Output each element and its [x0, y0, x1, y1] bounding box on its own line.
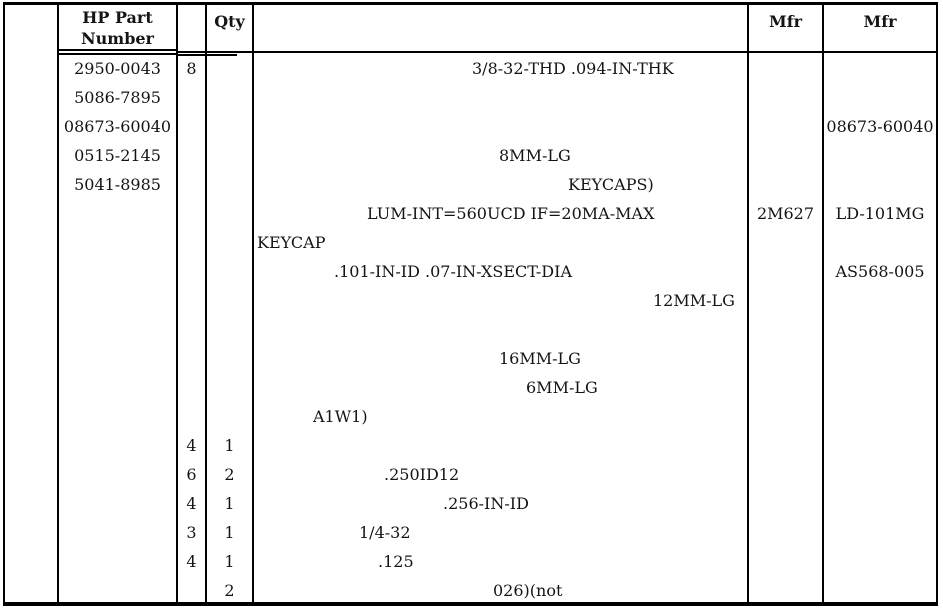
description-cell: KEYCAP [257, 233, 326, 252]
mfr-part-cell: 08673-60040 [826, 117, 934, 136]
table-row: 4 1 .125 [0, 547, 943, 576]
check-digit-cell: 8 [186, 59, 197, 78]
description-cell: 026)(not [493, 581, 563, 600]
table-border-left [3, 2, 5, 606]
qty-cell: 1 [224, 436, 235, 455]
mfr-part-cell: LD-101MG [835, 204, 925, 223]
qty-cell: 1 [224, 523, 235, 542]
qty-cell: 2 [224, 581, 235, 600]
mfr-part-cell: AS568-005 [835, 262, 925, 281]
table-row: 3 1 1/4-32 [0, 518, 943, 547]
check-digit-cell: 4 [186, 494, 197, 513]
mfr-cell: 2M627 [756, 204, 815, 223]
description-cell: 6MM-LG [526, 378, 598, 397]
table-row: AS568-005 .101-IN-ID .07-IN-XSECT-DIA [0, 257, 943, 286]
hp-part-number-cell: 5041-8985 [74, 175, 161, 194]
check-digit-cell: 6 [186, 465, 197, 484]
table-row: 6MM-LG [0, 373, 943, 402]
header-mfr2: Mfr [863, 12, 897, 31]
header-mfr: Mfr [768, 12, 803, 31]
table-border-right [936, 2, 938, 606]
table-row: 08673-60040 08673-60040 [0, 112, 943, 141]
qty-cell: 2 [224, 465, 235, 484]
hp-part-number-cell: 5086-7895 [74, 88, 161, 107]
description-cell: LUM-INT=560UCD IF=20MA-MAX [367, 204, 655, 223]
hp-part-number-cell: 08673-60040 [63, 117, 172, 136]
description-cell: 8MM-LG [499, 146, 571, 165]
header-hp-part-line1: HP Part [82, 8, 153, 27]
description-cell: 1/4-32 [359, 523, 411, 542]
description-cell: 3/8-32-THD .094-IN-THK [472, 59, 674, 78]
header-qty: Qty [214, 12, 245, 31]
table-row: A1W1) [0, 402, 943, 431]
table-row: 5086-7895 [0, 83, 943, 112]
description-cell: 16MM-LG [499, 349, 581, 368]
header-underline-hp-1 [57, 49, 176, 51]
qty-cell: 1 [224, 552, 235, 571]
table-row: KEYCAP [0, 228, 943, 257]
header-hp-part-line2: Number [81, 29, 154, 48]
check-digit-cell: 4 [186, 552, 197, 571]
table-rule-col-mfr2 [822, 2, 824, 606]
table-row: 6 2 .250ID12 [0, 460, 943, 489]
table-row: 12MM-LG [0, 286, 943, 315]
description-cell: KEYCAPS) [568, 175, 654, 194]
table-rule-col-cd [176, 2, 178, 606]
description-cell: A1W1) [313, 407, 368, 426]
table-row: 5041-8985 KEYCAPS) [0, 170, 943, 199]
qty-cell: 1 [224, 494, 235, 513]
table-rule-col-qty [205, 2, 207, 606]
check-digit-cell: 4 [186, 436, 197, 455]
table-rule-col-desc [252, 2, 254, 606]
table-rule-col-hp [57, 2, 59, 606]
header-underline-hp-2 [57, 53, 176, 55]
table-row: 0515-2145 8MM-LG [0, 141, 943, 170]
header-hp-part-number: HP Part Number [59, 7, 176, 49]
check-digit-cell: 3 [186, 523, 197, 542]
hp-part-number-cell: 2950-0043 [74, 59, 161, 78]
table-row: 2 026)(not [0, 576, 943, 605]
table-rule-col-mfr [747, 2, 749, 606]
table-row: 2950-0043 8 3/8-32-THD .094-IN-THK [0, 54, 943, 83]
hp-part-number-cell: 0515-2145 [74, 146, 161, 165]
header-separator [176, 51, 936, 53]
table-border-top [3, 2, 938, 5]
header-underline-cd [178, 54, 237, 56]
table-border-bottom [3, 602, 938, 606]
description-cell: .101-IN-ID .07-IN-XSECT-DIA [334, 262, 572, 281]
description-cell: 12MM-LG [653, 291, 735, 310]
table-row: 4 1 .256-IN-ID [0, 489, 943, 518]
table-row: 16MM-LG [0, 344, 943, 373]
description-cell: .256-IN-ID [443, 494, 529, 513]
table-row [0, 315, 943, 344]
table-row: 2M627 LD-101MG LUM-INT=560UCD IF=20MA-MAX [0, 199, 943, 228]
description-cell: .125 [378, 552, 414, 571]
description-cell: .250ID12 [384, 465, 460, 484]
